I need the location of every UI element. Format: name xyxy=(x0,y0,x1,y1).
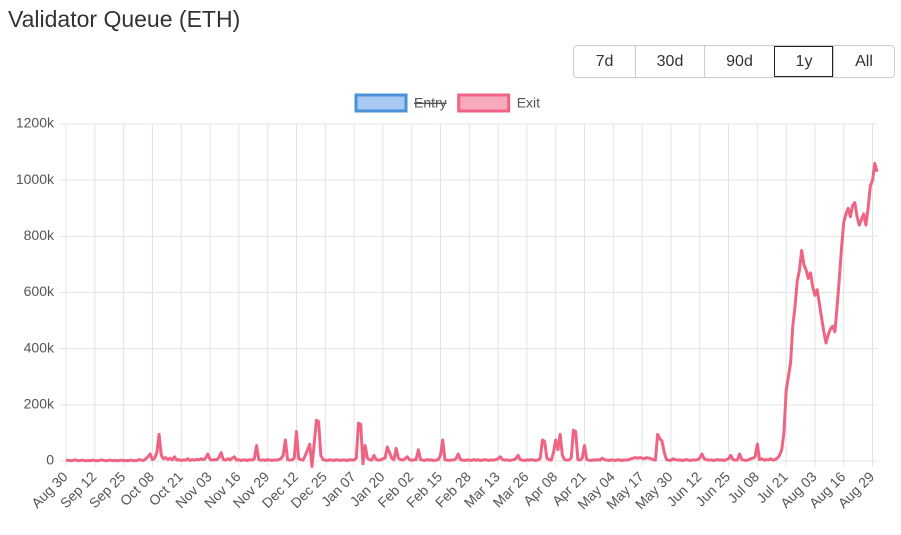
range-button[interactable]: 7d xyxy=(574,46,635,77)
y-tick-label: 200k xyxy=(24,396,55,412)
y-tick-label: 1200k xyxy=(16,115,55,131)
y-tick-label: 0 xyxy=(46,452,54,468)
legend-label: Exit xyxy=(517,95,540,111)
range-button[interactable]: 30d xyxy=(635,46,704,77)
range-button[interactable]: 90d xyxy=(704,46,774,77)
line xyxy=(65,161,879,469)
legend-swatch xyxy=(457,93,511,113)
y-tick-label: 400k xyxy=(24,339,55,355)
range-button[interactable]: 1y xyxy=(774,46,833,77)
legend-swatch xyxy=(354,93,408,113)
range-selector: 7d 30d 90d 1y All xyxy=(573,45,895,78)
y-tick-label: 1000k xyxy=(16,171,55,187)
x-tick-label: Jul 08 xyxy=(724,468,762,506)
y-tick-label: 600k xyxy=(24,283,55,299)
legend-label: Entry xyxy=(414,95,447,111)
range-button[interactable]: All xyxy=(833,46,894,77)
page-title: Validator Queue (ETH) xyxy=(8,6,241,32)
y-tick-label: 800k xyxy=(24,227,55,243)
